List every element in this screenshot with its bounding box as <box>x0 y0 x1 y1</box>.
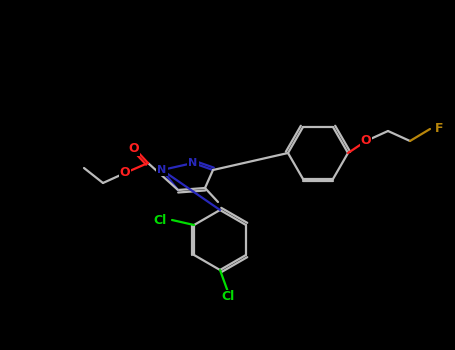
Text: O: O <box>120 167 130 180</box>
Text: Cl: Cl <box>222 290 235 303</box>
Text: O: O <box>129 141 139 154</box>
Text: F: F <box>435 122 444 135</box>
Text: N: N <box>157 165 167 175</box>
Text: N: N <box>188 158 197 168</box>
Text: Cl: Cl <box>154 214 167 226</box>
Text: O: O <box>361 134 371 147</box>
